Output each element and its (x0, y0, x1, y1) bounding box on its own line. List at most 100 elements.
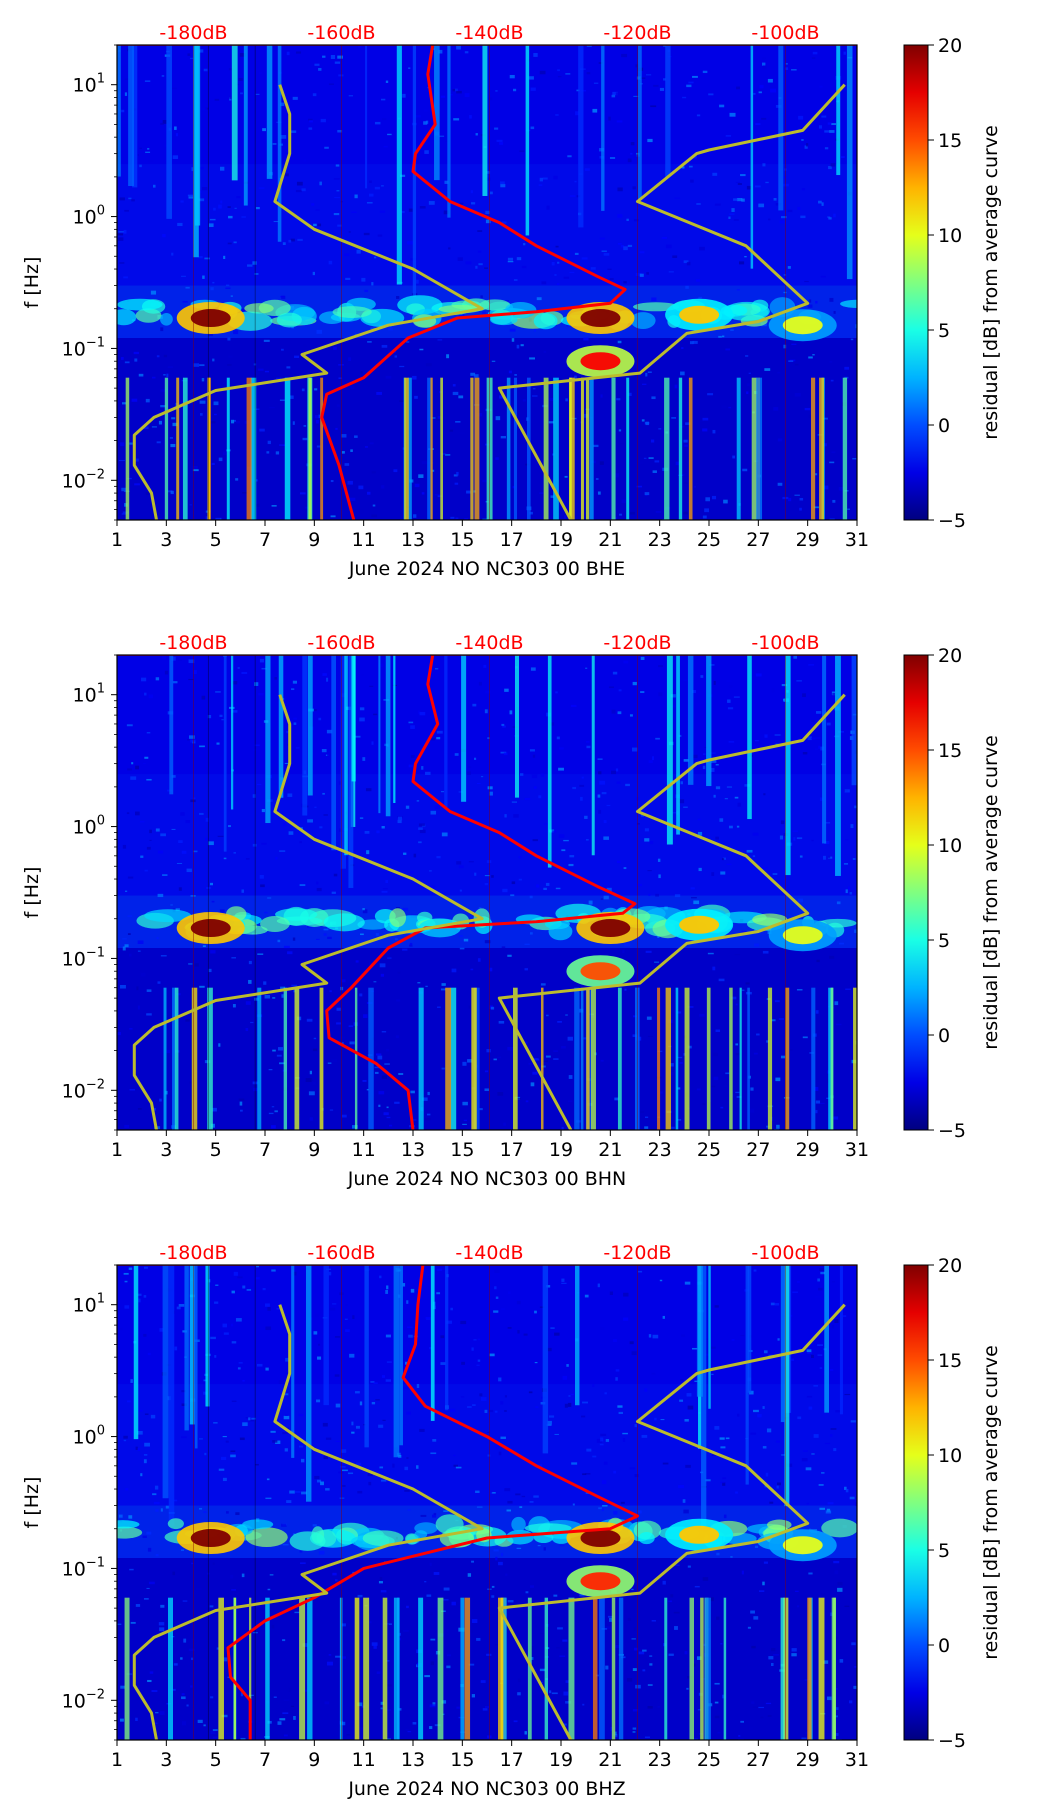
heatmap-speckle (210, 421, 216, 424)
x-tick-label: 5 (210, 529, 222, 551)
heatmap-speckle (529, 511, 533, 515)
heatmap-speckle (220, 200, 223, 204)
heatmap-speckle (371, 741, 374, 745)
heatmap-speckle (762, 950, 769, 954)
heatmap-speckle (816, 959, 820, 963)
heatmap-speckle (199, 745, 205, 748)
heatmap-streak (223, 655, 227, 852)
heatmap-speckle (161, 75, 165, 77)
heatmap-speckle (189, 57, 195, 60)
heatmap-speckle (403, 1630, 409, 1632)
y-tick-label: 100 (73, 204, 105, 229)
heatmap-speckle (312, 93, 317, 97)
heatmap-speckle (588, 900, 593, 905)
heatmap-speckle (291, 688, 295, 691)
heatmap-speckle (290, 130, 297, 133)
noise-model-curve (497, 693, 846, 1130)
heatmap-speckle (284, 762, 289, 764)
heatmap-speckle (504, 688, 509, 692)
heatmap-speckle (570, 1393, 574, 1396)
heatmap-speckle (204, 1452, 207, 1456)
heatmap-speckle (312, 1524, 317, 1527)
heatmap-speckle (568, 1395, 571, 1397)
heatmap-speckle (159, 1328, 164, 1332)
heatmap-speckle (426, 1594, 432, 1597)
heatmap-speckle (599, 780, 606, 785)
heatmap-speckle (316, 881, 319, 885)
heatmap-speckle (466, 771, 471, 775)
x-tick-label: 5 (210, 1749, 222, 1771)
heatmap-speckle (845, 1489, 849, 1493)
heatmap-speckle (752, 832, 759, 836)
heatmap-speckle (278, 1380, 285, 1384)
heatmap-speckle (198, 198, 205, 202)
heatmap-speckle (690, 179, 694, 183)
heatmap-speckle (458, 865, 464, 869)
heatmap-speckle (819, 1102, 825, 1104)
colorbar-tick-label: 10 (938, 1445, 962, 1467)
heatmap-speckle (443, 210, 450, 215)
heatmap-speckle (623, 1292, 629, 1297)
heatmap-speckle (203, 1511, 207, 1513)
heatmap-speckle (724, 798, 728, 800)
x-tick-label: 5 (210, 1139, 222, 1161)
heatmap-speckle (711, 495, 717, 500)
heatmap-speckle (627, 244, 633, 248)
heatmap-speckle (781, 1454, 786, 1456)
heatmap-speckle (582, 1473, 587, 1476)
heatmap-speckle (571, 1462, 578, 1465)
heatmap-speckle (385, 1334, 391, 1338)
heatmap-speckle (363, 1424, 366, 1426)
hot-spot (679, 1525, 720, 1544)
heatmap-streak (676, 655, 680, 835)
heatmap-speckle (828, 166, 832, 170)
heatmap-speckle (508, 370, 512, 374)
heatmap-speckle (672, 811, 677, 814)
heatmap-speckle (639, 273, 644, 277)
heatmap-speckle (487, 737, 490, 740)
heatmap-streak (117, 45, 121, 177)
heatmap-speckle (720, 1446, 726, 1449)
heatmap-speckle (280, 135, 287, 139)
heatmap-speckle (537, 1545, 541, 1547)
x-tick-label: 21 (598, 529, 622, 551)
heatmap-speckle (586, 1448, 592, 1452)
heatmap-speckle (426, 1113, 431, 1116)
heatmap-speckle (509, 710, 513, 715)
heatmap-speckle (456, 861, 462, 865)
psd-curve (325, 655, 637, 1130)
heatmap-speckle (475, 265, 478, 269)
heatmap-microseism (414, 1530, 428, 1539)
heatmap-streak (363, 1597, 370, 1740)
heatmap-speckle (655, 511, 662, 513)
heatmap-speckle (320, 118, 326, 123)
heatmap-speckle (768, 1656, 774, 1660)
heatmap-speckle (424, 1581, 427, 1583)
heatmap-speckle (769, 1501, 774, 1504)
heatmap-speckle (746, 383, 750, 387)
heatmap-speckle (445, 454, 451, 456)
heatmap-speckle (429, 1347, 432, 1350)
heatmap-speckle (849, 891, 852, 895)
heatmap-speckle (826, 1508, 831, 1512)
heatmap-speckle (217, 835, 224, 837)
heatmap-speckle (434, 805, 440, 810)
heatmap-speckle (462, 1061, 467, 1066)
heatmap-speckle (549, 829, 555, 833)
heatmap-streak (226, 377, 230, 520)
heatmap-speckle (239, 1101, 243, 1106)
heatmap-speckle (171, 656, 176, 661)
heatmap-speckle (489, 191, 493, 195)
heatmap-streak (525, 45, 530, 236)
heatmap-speckle (208, 841, 214, 846)
heatmap-speckle (557, 69, 560, 72)
heatmap-streak (163, 987, 167, 1130)
heatmap-speckle (150, 1414, 156, 1419)
heatmap-speckle (815, 1296, 821, 1298)
heatmap-speckle (839, 942, 845, 945)
heatmap-speckle (811, 57, 816, 59)
heatmap-speckle (429, 1726, 433, 1730)
heatmap-speckle (737, 183, 742, 185)
heatmap-speckle (601, 792, 607, 795)
heatmap-speckle (830, 379, 834, 382)
